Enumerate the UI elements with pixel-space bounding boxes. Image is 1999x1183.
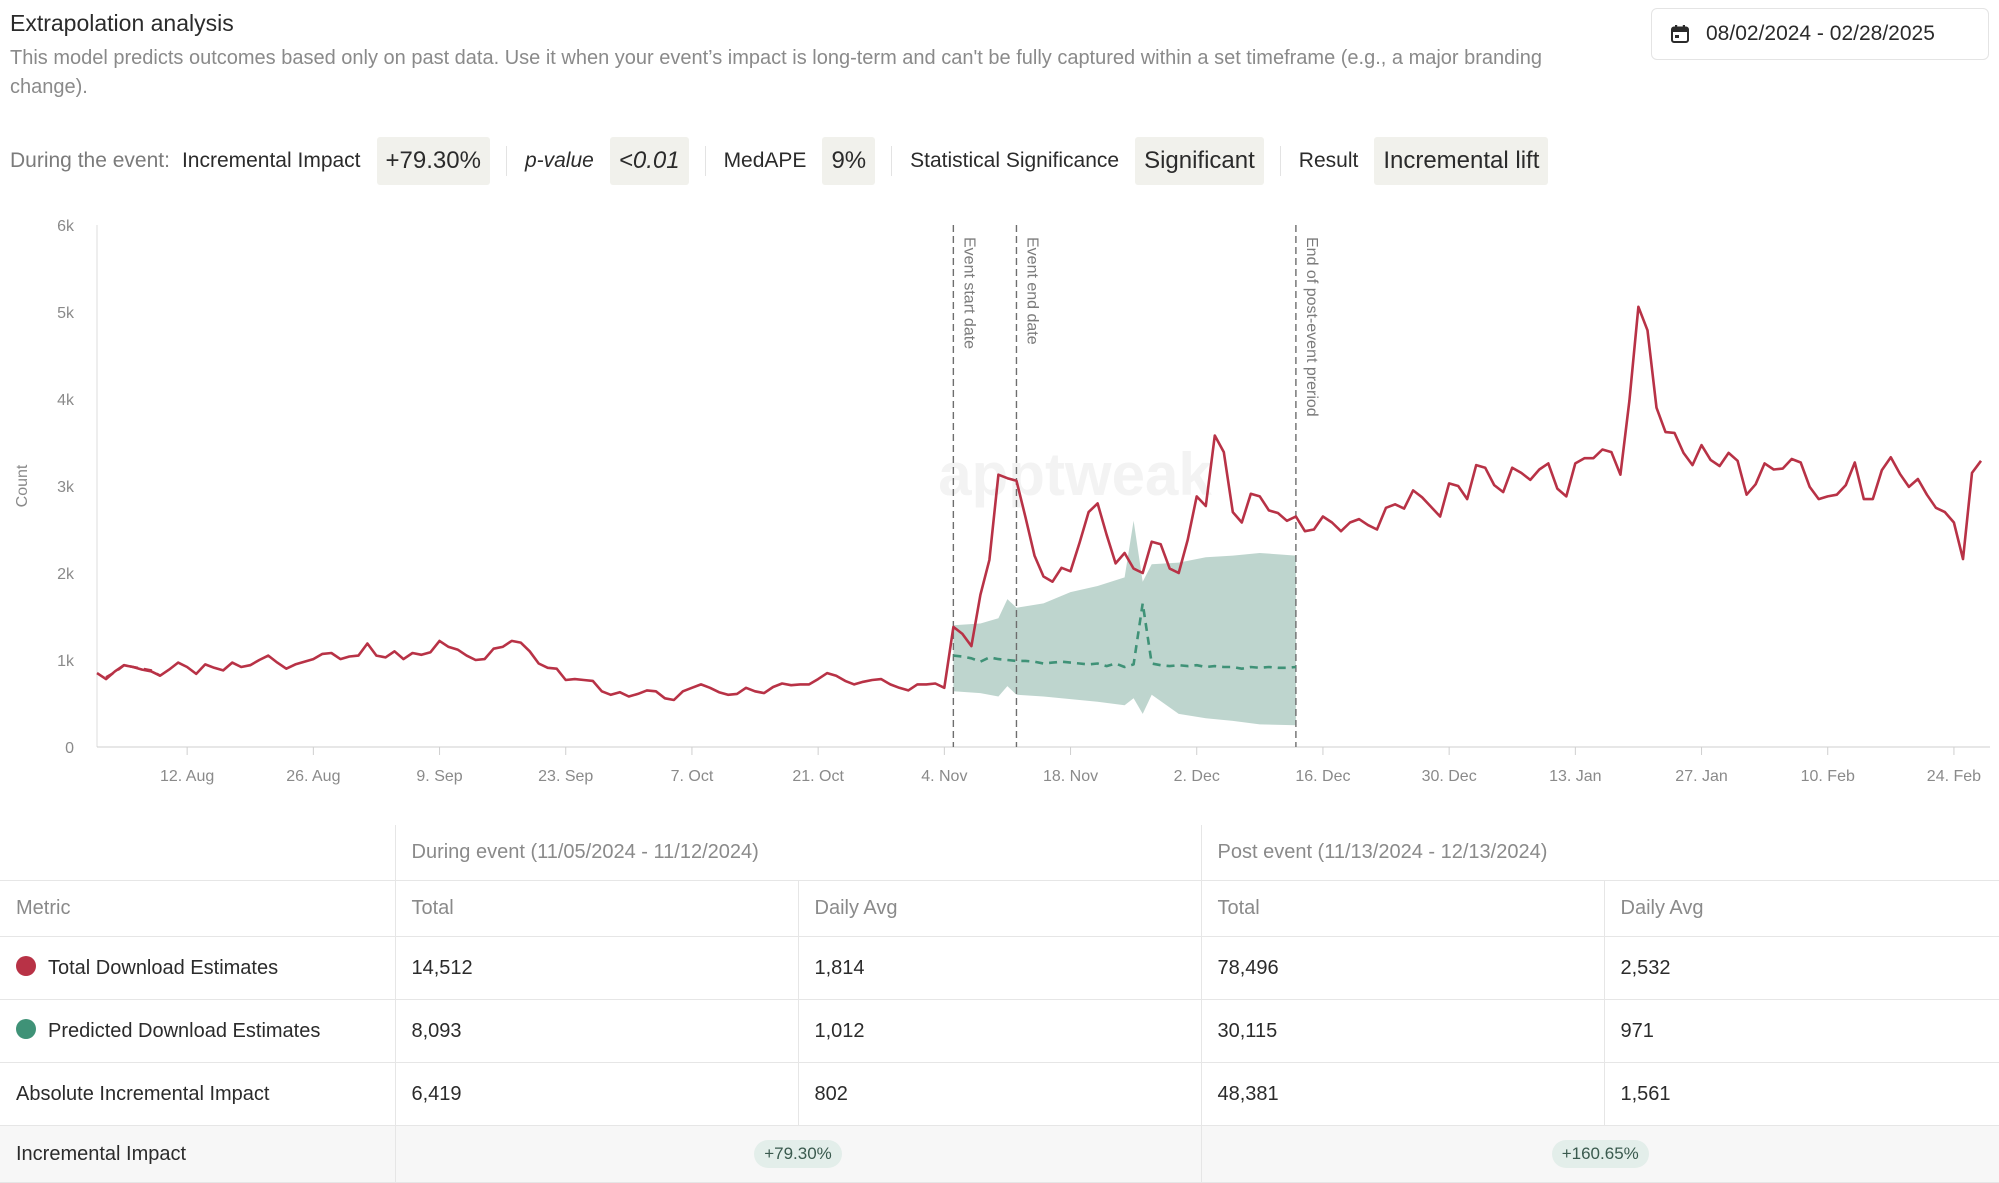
x-tick-label: 21. Oct xyxy=(792,768,844,785)
significance-label: Statistical Significance xyxy=(910,149,1120,172)
divider xyxy=(704,146,706,176)
date-range-picker[interactable]: 08/02/2024 - 02/28/2025 xyxy=(1651,8,1989,60)
column-header-total: Total xyxy=(1200,880,1604,937)
value-cell: 1,561 xyxy=(1603,1062,1999,1126)
table-row: Total Download Estimates 14,512 1,814 78… xyxy=(0,936,1999,1000)
x-tick-label: 24. Feb xyxy=(1927,768,1981,785)
group-header-during: During event (11/05/2024 - 11/12/2024) xyxy=(394,825,1201,881)
table-row: Predicted Download Estimates 8,093 1,012… xyxy=(0,999,1999,1063)
series-dot-predicted xyxy=(16,1019,36,1040)
watermark-logo: apptweak xyxy=(938,441,1212,508)
divider xyxy=(891,146,893,176)
x-tick-label: 2. Dec xyxy=(1174,768,1220,785)
group-header-post: Post event (11/13/2024 - 12/13/2024) xyxy=(1200,825,1999,881)
value-cell: 802 xyxy=(797,1062,1201,1126)
x-tick-label: 7. Oct xyxy=(671,768,714,785)
stats-bar: During the event: Incremental Impact +79… xyxy=(10,137,1564,185)
x-tick-label: 4. Nov xyxy=(921,768,967,785)
annotation-label: Event start date xyxy=(960,237,977,349)
x-tick-label: 12. Aug xyxy=(160,768,214,785)
result-value: Incremental lift xyxy=(1374,137,1549,185)
divider xyxy=(505,146,507,176)
empty-cell xyxy=(0,825,395,881)
impact-pill-post: +160.65% xyxy=(1551,1140,1649,1168)
value-cell: 1,814 xyxy=(797,936,1201,1000)
calendar-icon xyxy=(1671,25,1689,43)
prediction-interval-band xyxy=(953,520,1296,726)
y-tick-label: 1k xyxy=(57,653,75,670)
series-dot-total xyxy=(16,956,36,977)
column-header-total: Total xyxy=(394,880,798,937)
x-tick-label: 27. Jan xyxy=(1675,768,1727,785)
total-downloads-line xyxy=(96,305,1983,702)
value-cell: 6,419 xyxy=(394,1062,798,1126)
value-cell: 1,012 xyxy=(797,999,1201,1063)
incremental-impact-row: Incremental Impact +79.30% +160.65% xyxy=(0,1125,1999,1183)
incremental-impact-label: Incremental Impact xyxy=(181,149,361,172)
x-tick-label: 30. Dec xyxy=(1422,768,1477,785)
metric-name: Predicted Download Estimates xyxy=(48,1019,321,1042)
x-tick-label: 23. Sep xyxy=(538,768,593,785)
x-tick-label: 13. Jan xyxy=(1549,768,1601,785)
medape-value: 9% xyxy=(822,137,876,185)
column-header-daily-avg: Daily Avg xyxy=(1603,880,1999,937)
column-header-metric: Metric xyxy=(0,880,395,937)
during-event-label: During the event: xyxy=(10,149,170,172)
predicted-downloads-line xyxy=(953,602,1297,671)
pre-event-fit-line xyxy=(105,663,161,679)
value-cell: 30,115 xyxy=(1200,999,1604,1063)
medape-label: MedAPE xyxy=(723,149,807,172)
impact-cell-during: +79.30% xyxy=(394,1125,1201,1183)
x-tick-label: 9. Sep xyxy=(416,768,462,785)
impact-cell-post: +160.65% xyxy=(1200,1125,1999,1183)
value-cell: 48,381 xyxy=(1200,1062,1604,1126)
metric-cell: Total Download Estimates xyxy=(0,936,395,1000)
annotation-label: Event end date xyxy=(1023,237,1040,345)
annotation-label: End of post-event preriod xyxy=(1303,237,1320,417)
x-tick-label: 18. Nov xyxy=(1043,768,1098,785)
column-header-daily-avg: Daily Avg xyxy=(797,880,1201,937)
page-description: This model predicts outcomes based only … xyxy=(10,47,1542,98)
result-label: Result xyxy=(1298,149,1359,172)
table-row: Absolute Incremental Impact 6,419 802 48… xyxy=(0,1062,1999,1126)
x-tick-label: 16. Dec xyxy=(1295,768,1350,785)
significance-value: Significant xyxy=(1135,137,1264,185)
metric-cell: Predicted Download Estimates xyxy=(0,999,395,1063)
y-tick-label: 5k xyxy=(57,305,75,322)
y-tick-label: 4k xyxy=(57,392,75,409)
metrics-table: During event (11/05/2024 - 11/12/2024) P… xyxy=(0,825,1999,1183)
impact-pill-during: +79.30% xyxy=(754,1140,842,1168)
value-cell: 14,512 xyxy=(394,936,798,1000)
page-title: Extrapolation analysis xyxy=(10,10,234,36)
y-tick-label: 3k xyxy=(57,479,75,496)
extrapolation-chart[interactable]: apptweak 0 1k 2k 3k 4k 5k 6k Count 12. Aug 26. Aug… xyxy=(0,210,1999,800)
metric-name: Incremental Impact xyxy=(0,1125,395,1183)
metric-name: Total Download Estimates xyxy=(48,956,279,979)
y-tick-label: 6k xyxy=(57,218,75,235)
y-axis-label: Count xyxy=(14,464,31,507)
p-value-value: <0.01 xyxy=(609,137,689,185)
date-range-text: 08/02/2024 - 02/28/2025 xyxy=(1706,22,1935,45)
value-cell: 78,496 xyxy=(1200,936,1604,1000)
y-tick-label: 0 xyxy=(65,740,74,757)
x-tick-label: 10. Feb xyxy=(1801,768,1855,785)
p-value-label: p-value xyxy=(524,149,594,172)
value-cell: 2,532 xyxy=(1603,936,1999,1000)
x-tick-label: 26. Aug xyxy=(286,768,340,785)
y-tick-label: 2k xyxy=(57,566,75,583)
divider xyxy=(1279,146,1281,176)
incremental-impact-value: +79.30% xyxy=(376,137,490,185)
value-cell: 971 xyxy=(1603,999,1999,1063)
metric-name: Absolute Incremental Impact xyxy=(0,1062,395,1126)
value-cell: 8,093 xyxy=(394,999,798,1063)
